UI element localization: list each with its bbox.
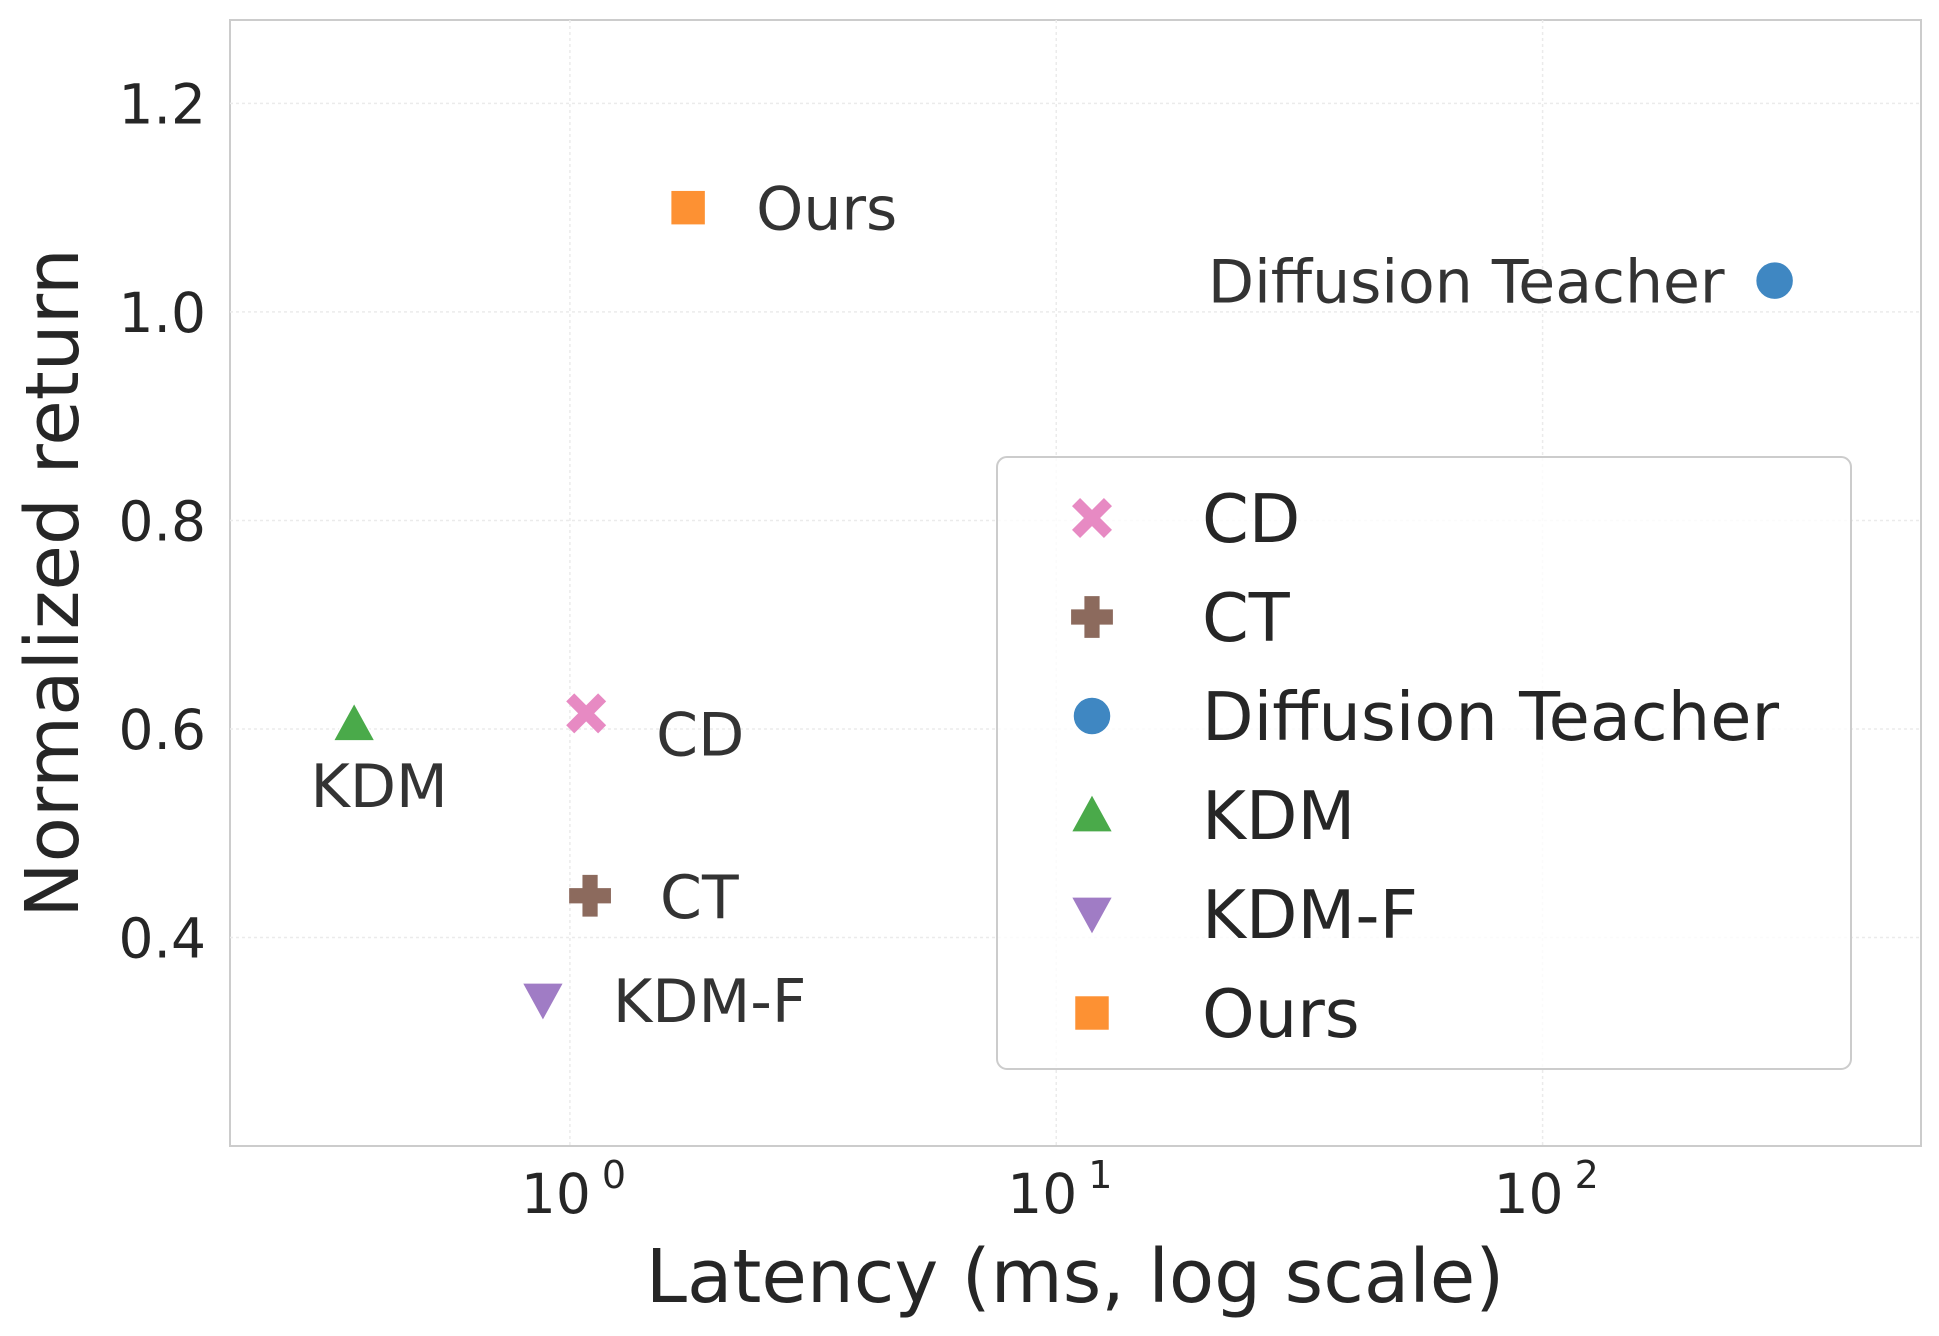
point-label-kdm: KDM — [310, 752, 447, 822]
point-ct: CT — [569, 863, 739, 933]
y-axis-title: Normalized return — [10, 248, 96, 917]
legend-item-ct: CT — [1071, 579, 1291, 657]
point-diffusion-teacher: Diffusion Teacher — [1208, 248, 1795, 318]
legend-marker-kdm — [1069, 792, 1115, 833]
marker-diffusion-teacher — [1754, 260, 1795, 301]
y-tick-label: 0.4 — [119, 906, 206, 970]
y-tick-label: 0.6 — [119, 698, 206, 762]
legend-item-ours: Ours — [1073, 975, 1360, 1053]
x-tick-base: 10 — [521, 1162, 591, 1226]
legend-label-cd: CD — [1202, 480, 1300, 558]
point-label-diffusion-teacher: Diffusion Teacher — [1208, 248, 1725, 318]
data-points: CD CT Diffusion Teacher KDM KDM-F Ours — [310, 175, 1795, 1037]
legend-marker-ours — [1073, 994, 1111, 1032]
x-tick-base: 10 — [1007, 1162, 1077, 1226]
point-kdm-f: KDM-F — [520, 967, 806, 1037]
point-label-ours: Ours — [756, 175, 897, 245]
x-tick-exponent: 0 — [602, 1153, 626, 1197]
marker-kdm — [331, 701, 377, 742]
legend-marker-kdm-f — [1069, 896, 1115, 937]
legend-marker-cd — [1072, 498, 1112, 538]
point-label-kdm-f: KDM-F — [613, 967, 806, 1037]
x-tick-base: 10 — [1494, 1162, 1564, 1226]
legend-marker-ct — [1071, 596, 1113, 638]
marker-ct — [569, 874, 611, 917]
point-label-ct: CT — [660, 863, 739, 933]
marker-ours — [669, 189, 707, 226]
legend-box — [996, 456, 1852, 1070]
legend-label-ours: Ours — [1202, 975, 1360, 1053]
x-tick-label: 10 2 — [1494, 1153, 1599, 1226]
y-tick-label: 1.2 — [119, 72, 206, 136]
legend-label-diffusion-teacher: Diffusion Teacher — [1202, 678, 1779, 756]
legend-label-ct: CT — [1202, 579, 1291, 657]
x-tick-label: 10 1 — [1007, 1153, 1112, 1226]
x-tick-label: 10 0 — [521, 1153, 626, 1226]
legend-item-cd: CD — [1072, 480, 1300, 558]
y-tick-label: 0.8 — [119, 489, 206, 553]
legend-item-kdm: KDM — [1069, 777, 1355, 855]
legend-label-kdm-f: KDM-F — [1202, 876, 1418, 954]
legend-marker-diffusion-teacher — [1072, 696, 1112, 736]
point-kdm: KDM — [310, 701, 448, 822]
legend: CD CT Diffusion Teacher KDM KDM-F Ours — [996, 456, 1852, 1070]
y-tick-label: 1.0 — [119, 281, 206, 345]
x-axis-title: Latency (ms, log scale) — [646, 1234, 1504, 1320]
marker-cd — [566, 693, 607, 734]
marker-kdm-f — [520, 982, 566, 1023]
point-cd: CD — [566, 693, 744, 770]
x-tick-exponent: 1 — [1088, 1153, 1112, 1197]
legend-item-diffusion-teacher: Diffusion Teacher — [1072, 678, 1779, 756]
point-label-cd: CD — [656, 700, 744, 770]
x-tick-exponent: 2 — [1575, 1153, 1599, 1197]
legend-item-kdm-f: KDM-F — [1069, 876, 1418, 954]
point-ours: Ours — [669, 175, 897, 245]
x-axis-ticks: 10 0 10 1 10 2 — [521, 1153, 1599, 1226]
y-axis-ticks: 0.4 0.6 0.8 1.0 1.2 — [119, 72, 206, 970]
legend-label-kdm: KDM — [1202, 777, 1355, 855]
